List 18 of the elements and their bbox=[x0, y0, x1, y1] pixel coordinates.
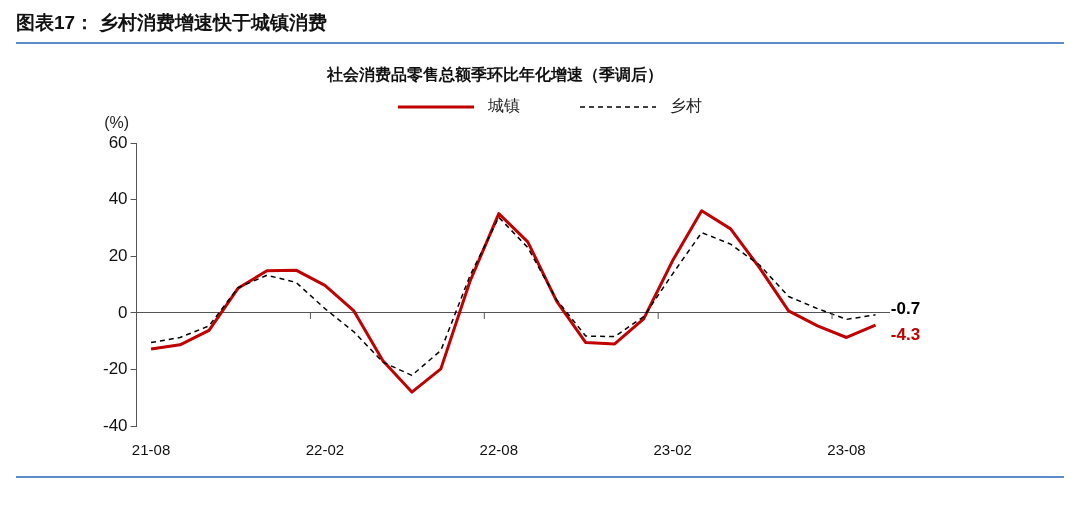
legend-label: 乡村 bbox=[670, 96, 702, 116]
chart-subtitle: 社会消费品零售总额季环比年化增速（季调后） bbox=[326, 66, 663, 85]
x-tick-label: 22-08 bbox=[479, 441, 518, 459]
y-tick-label: -20 bbox=[102, 359, 128, 379]
x-tick-label: 22-02 bbox=[305, 441, 345, 459]
x-tick-label: 23-02 bbox=[653, 441, 692, 459]
y-tick-label: 20 bbox=[108, 246, 128, 266]
y-tick-label: 60 bbox=[108, 132, 128, 152]
y-tick-label: 40 bbox=[108, 189, 128, 209]
y-tick-label: -40 bbox=[102, 415, 128, 435]
y-tick-label: 0 bbox=[118, 302, 128, 322]
legend-label: 城镇 bbox=[488, 96, 520, 116]
chart-title: 图表17： 乡村消费增速快于城镇消费 bbox=[16, 10, 1064, 44]
y-axis-title: (%) bbox=[104, 113, 130, 131]
data-label: -0.7 bbox=[890, 298, 921, 318]
x-tick-label: 21-08 bbox=[131, 441, 171, 459]
x-tick-label: 23-08 bbox=[827, 441, 866, 459]
data-label: -4.3 bbox=[890, 324, 921, 344]
